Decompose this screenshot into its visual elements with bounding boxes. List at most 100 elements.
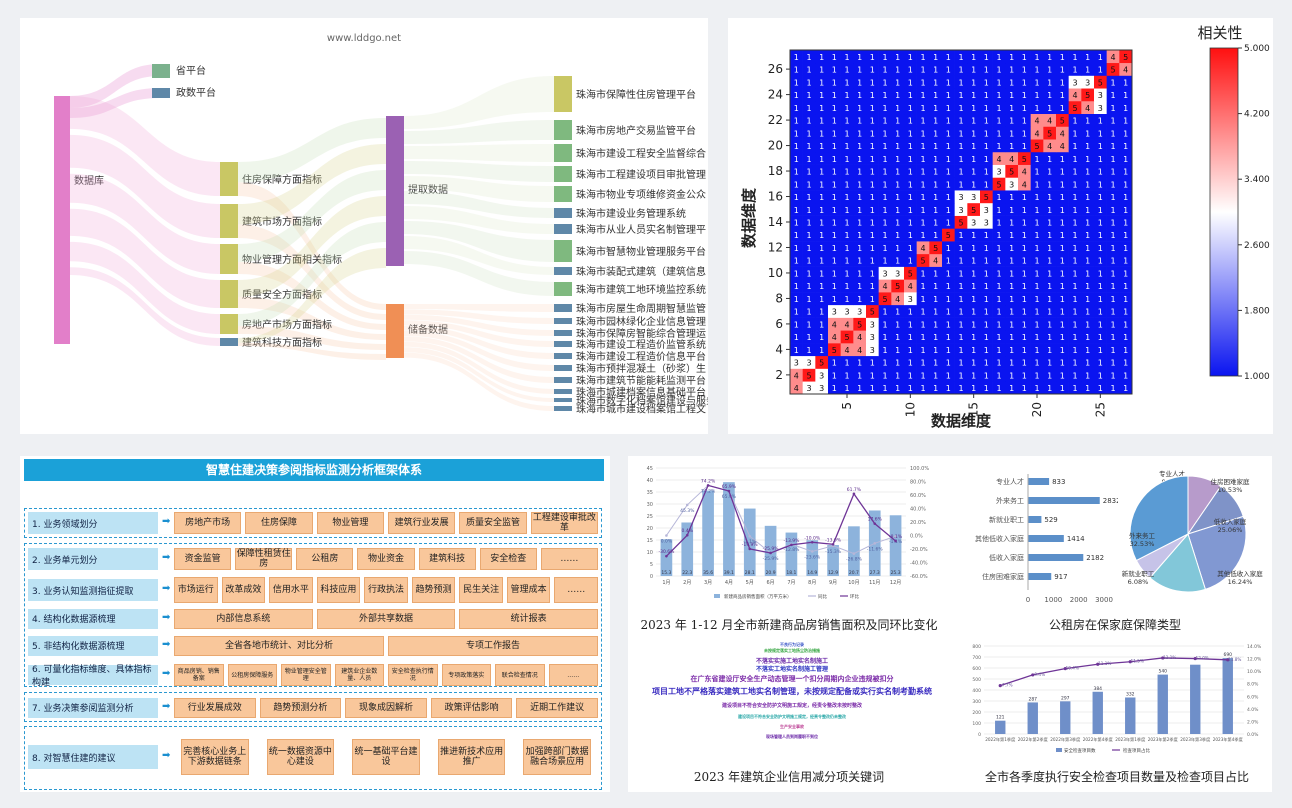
hbar-category: 住房困难家庭: [982, 572, 1024, 581]
heatmap-cell: [954, 113, 968, 127]
heatmap-cell: [1005, 50, 1019, 64]
heatmap-cell-label: 1: [1098, 269, 1103, 278]
heatmap-cell: [967, 241, 981, 255]
heatmap-cell-label: 5: [832, 346, 837, 355]
heatmap-cell-label: 4: [1123, 66, 1128, 75]
combo-yoy-label: 74.2%: [701, 488, 716, 494]
heatmap-cell-label: 1: [984, 269, 989, 278]
heatmap-cell-label: 1: [895, 257, 900, 266]
heatmap-cell-label: 1: [1022, 295, 1027, 304]
heatmap-cell-label: 4: [1060, 129, 1065, 138]
combo-y-left-tick: 10: [647, 550, 653, 556]
heatmap-cell-label: 1: [844, 91, 849, 100]
heatmap-cell-label: 1: [1022, 257, 1027, 266]
heatmap-cell-label: 1: [1022, 78, 1027, 87]
heatmap-cell: [790, 62, 803, 76]
heatmap-cell: [878, 304, 892, 318]
sankey-node-label: 珠海市建设工程造价监管系统: [576, 338, 706, 351]
heatmap-cell-label: 1: [971, 117, 976, 126]
heatmap-cell: [929, 368, 943, 382]
heatmap-cell-label: 1: [996, 193, 1001, 202]
heatmap-cell: [980, 139, 993, 153]
combo-bar: [723, 482, 735, 576]
heatmap-cell-label: 1: [908, 104, 913, 113]
sankey-node-label: 储备数据: [408, 323, 448, 336]
heatmap-cell: [840, 202, 854, 216]
wordcloud-word: 生产安全事故: [780, 724, 804, 729]
heatmap-cell-label: 1: [1047, 308, 1052, 317]
heatmap-cell-label: 1: [1110, 129, 1115, 138]
heatmap-cell: [815, 113, 829, 127]
heatmap-cell: [828, 151, 841, 165]
heatmap-cell: [1068, 88, 1082, 102]
heatmap-cell-label: 1: [984, 320, 989, 329]
heatmap-cell-label: 1: [1110, 269, 1115, 278]
heatmap-cell: [840, 215, 854, 229]
heatmap-cell: [790, 139, 803, 153]
quarter-line-label: 12.1%: [1163, 655, 1176, 660]
heatmap-cell: [1094, 241, 1107, 255]
heatmap-cell-label: 1: [933, 168, 938, 177]
combo-bar-label: 20.9: [766, 570, 776, 576]
framework-arrow-icon: ➡: [162, 611, 171, 623]
heatmap-cell-label: 4: [844, 320, 849, 329]
heatmap-cell-label: 1: [1009, 346, 1014, 355]
heatmap-cell: [1030, 75, 1044, 89]
combo-bar-label: 39.1: [724, 570, 734, 576]
sankey-link: [238, 326, 386, 350]
heatmap-cell: [916, 164, 930, 178]
sankey-node-label: 建筑科技方面指标: [242, 336, 322, 349]
combo-mom-point: [790, 543, 793, 547]
sankey-link: [238, 342, 386, 360]
heatmap-cell-label: 1: [946, 295, 951, 304]
sankey-link: [70, 208, 220, 308]
heatmap-cell-label: 1: [908, 384, 913, 393]
sankey-link: [404, 76, 554, 129]
quarter-line-label: 11.8%: [1228, 657, 1241, 662]
heatmap-cell: [1056, 75, 1069, 89]
combo-mom-label: -13.0%: [825, 537, 842, 543]
heatmap-cell: [1056, 343, 1069, 357]
heatmap-cell: [1005, 266, 1019, 280]
heatmap-cell-label: 1: [1072, 384, 1077, 393]
heatmap-cell-label: 1: [908, 308, 913, 317]
heatmap-cell: [1094, 368, 1107, 382]
heatmap-cell: [815, 266, 829, 280]
framework-row-label: 4. 结构化数据源梳理: [28, 608, 158, 629]
heatmap-cell-label: 1: [1022, 320, 1027, 329]
heatmap-cell-label: 1: [996, 53, 1001, 62]
heatmap-cell-label: 1: [794, 219, 799, 228]
wordcloud-word: 建设项目不符合安全防护文明施工规定，经责令整改仍未整改: [738, 714, 846, 719]
heatmap-cell: [1043, 292, 1057, 306]
heatmap-cell-label: 1: [844, 180, 849, 189]
heatmap-cell: [853, 368, 867, 382]
heatmap-cell-label: 1: [984, 104, 989, 113]
combo-legend-label: 环比: [850, 593, 859, 600]
framework-item: 外部共享数据: [316, 608, 456, 629]
heatmap-cell-label: 1: [1047, 371, 1052, 380]
sankey-link: [404, 320, 554, 347]
heatmap-cell: [1081, 253, 1095, 267]
heatmap-cell-label: 5: [971, 206, 976, 215]
heatmap-cell-label: 1: [996, 308, 1001, 317]
heatmap-cell: [878, 241, 892, 255]
heatmap-cell-label: 1: [819, 346, 824, 355]
heatmap-cell-label: 4: [996, 155, 1001, 164]
heatmap-cell: [942, 304, 955, 318]
framework-row-label: 1. 业务领域划分: [28, 512, 158, 534]
heatmap-cell: [1094, 279, 1107, 293]
heatmap-cell: [1005, 75, 1019, 89]
heatmap-cell-label: 1: [1022, 346, 1027, 355]
heatmap-cell: [790, 241, 803, 255]
heatmap-cell: [1043, 330, 1057, 344]
heatmap-cell: [815, 343, 829, 357]
heatmap-cell: [967, 100, 981, 115]
heatmap-cell: [1005, 279, 1019, 293]
heatmap-cell: [954, 151, 968, 165]
heatmap-cell-label: 5: [895, 282, 900, 291]
heatmap-cell: [853, 343, 867, 357]
sankey-node-reserve: [386, 304, 404, 358]
heatmap-x-label: 数据维度: [931, 412, 992, 430]
heatmap-cell: [942, 62, 955, 76]
